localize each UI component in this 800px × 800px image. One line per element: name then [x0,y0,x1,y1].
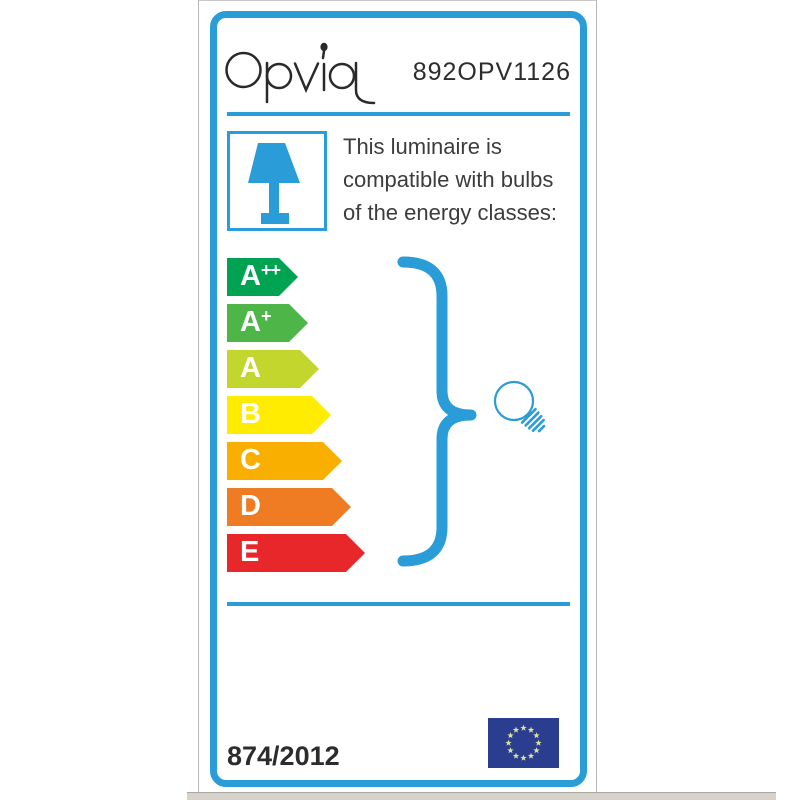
eu-star [533,732,540,739]
curly-brace-glyph [397,256,477,567]
brace-and-bulb-graphic [397,256,546,567]
energy-class-arrow: B [227,396,331,434]
lamp-stem [269,181,279,215]
logo-letter-q-tail [354,61,376,105]
logo-i-pin-dot [320,42,328,52]
top-divider [227,112,570,116]
lamp-base [261,213,289,224]
light-bulb-icon [493,380,546,433]
eu-flag-stars [505,724,542,761]
eu-flag [488,718,559,768]
logo-letter-p-bowl [265,62,293,90]
logo-letter-v [293,62,320,94]
photo-bottom-shadow [187,792,776,800]
energy-class-arrow: E [227,534,365,572]
energy-class-letter: E [240,536,260,568]
energy-class-letter: C [240,444,261,476]
eu-star [527,726,535,733]
energy-class-arrow: D [227,488,351,526]
note-line: of the energy classes: [343,200,558,225]
eu-star [533,747,540,754]
energy-class-letter: D [240,490,261,522]
eu-star [505,739,512,746]
opviq-logo-icon [225,42,376,105]
energy-class-arrow: A [227,350,319,388]
energy-class-letter: B [240,398,261,430]
energy-class-letter: A++ [240,260,281,292]
energy-label-card: 892OPV1126 This luminaire is compatible … [210,11,587,787]
compatibility-note: This luminaire is compatible with bulbs … [343,130,585,229]
regulation-number: 874/2012 [227,741,340,771]
eu-star [520,724,527,731]
energy-class-arrow: A++ [227,258,298,296]
logo-letter-q-bowl [328,62,356,90]
energy-class-letter: A [240,352,261,384]
luminaire-pictogram-box [227,131,327,231]
note-line: This luminaire is [343,134,502,159]
eu-star [535,739,542,746]
eu-star [512,752,520,759]
energy-class-arrow: A+ [227,304,308,342]
logo-letter-o [225,51,262,89]
eu-star [512,726,520,733]
bottom-divider [227,602,570,606]
table-lamp-icon [248,143,300,224]
energy-class-list: A++ A+ A B C D E [227,258,427,580]
product-code: 892OPV1126 [412,58,571,86]
eu-star [507,747,514,754]
logo-i-pin-tail [321,49,326,60]
eu-star [520,754,527,761]
energy-class-arrow: C [227,442,342,480]
note-line: compatible with bulbs [343,167,554,192]
lamp-shade [248,143,300,183]
eu-star [527,752,535,759]
eu-star [507,732,514,739]
energy-class-letter: A+ [240,306,271,338]
